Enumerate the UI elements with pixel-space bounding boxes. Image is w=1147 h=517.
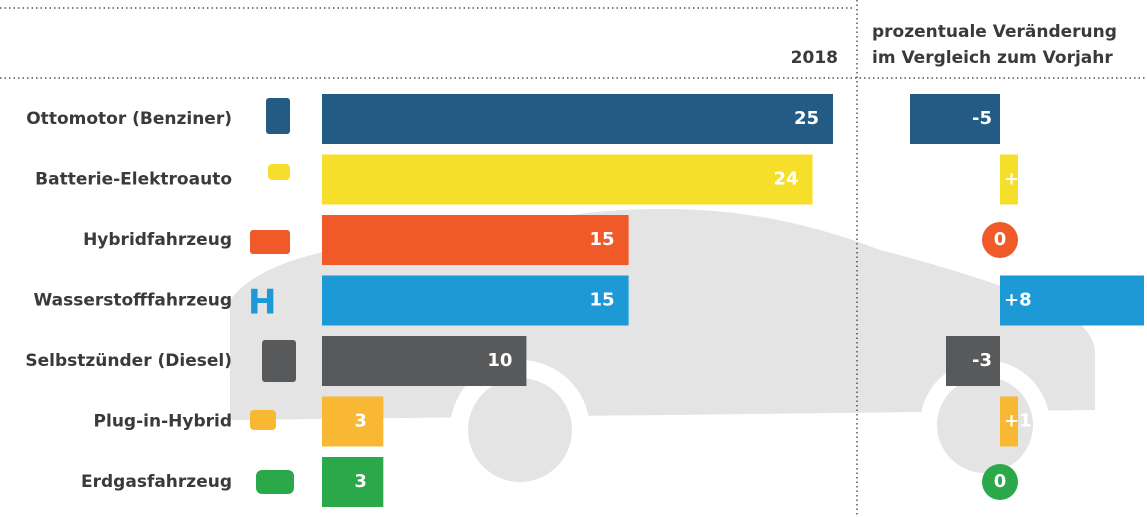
category-label: Wasserstofffahrzeug <box>33 291 232 311</box>
icon: H <box>248 283 276 323</box>
panel-title: 2018 <box>791 48 838 68</box>
icon <box>266 98 290 134</box>
value-label: +1 <box>1004 411 1032 432</box>
icon <box>268 164 290 180</box>
bar <box>322 215 629 265</box>
category-label: Ottomotor (Benziner) <box>26 109 232 129</box>
icon <box>250 410 276 430</box>
value-label: 0 <box>994 229 1007 250</box>
category-label: Plug-in-Hybrid <box>94 412 232 432</box>
value-label: -3 <box>972 350 992 371</box>
bar <box>322 155 813 205</box>
value-label: 3 <box>354 471 367 492</box>
bar <box>322 94 833 144</box>
value-label: +1 <box>1004 169 1032 190</box>
panel-title: prozentuale Veränderung <box>872 22 1117 42</box>
bar <box>322 276 629 326</box>
value-label: 15 <box>590 229 615 250</box>
value-label: 24 <box>773 169 798 190</box>
category-label: Selbstzünder (Diesel) <box>25 351 232 371</box>
bar <box>322 397 383 447</box>
value-label: 0 <box>994 471 1007 492</box>
chart: 2018 prozentuale Veränderung im Vergleic… <box>0 0 1147 517</box>
bar <box>322 457 383 507</box>
icon <box>256 470 294 494</box>
category-label: Batterie-Elektroauto <box>35 170 232 190</box>
value-label: 3 <box>354 411 367 432</box>
panel-title: im Vergleich zum Vorjahr <box>872 48 1113 68</box>
value-label: 25 <box>794 108 819 129</box>
category-label: Erdgasfahrzeug <box>81 472 232 492</box>
car-wheel <box>468 378 572 482</box>
category-label: Hybridfahrzeug <box>83 230 232 250</box>
value-label: 15 <box>590 290 615 311</box>
value-label: +8 <box>1004 290 1032 311</box>
icon <box>250 230 290 254</box>
value-label: -5 <box>972 108 992 129</box>
icon <box>262 340 296 382</box>
value-label: 10 <box>487 350 512 371</box>
